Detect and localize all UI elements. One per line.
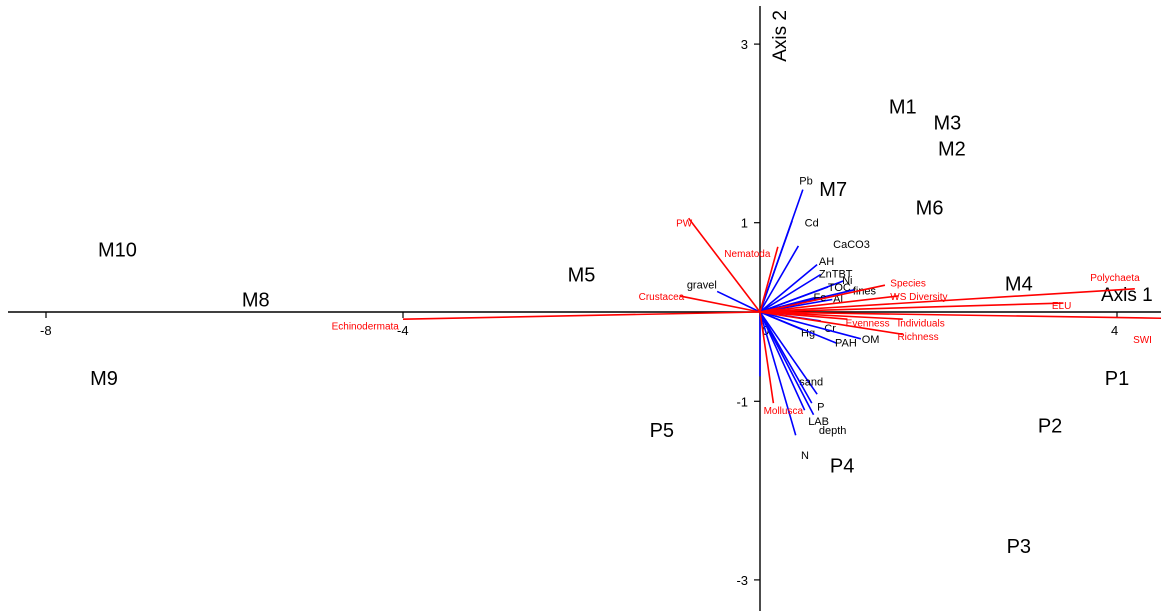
site-label: M3 <box>934 113 962 135</box>
site-label: M7 <box>819 179 847 201</box>
y-tick-label: 3 <box>741 37 748 52</box>
bio-vector-label: Mollusca <box>764 406 804 417</box>
env-vector-label: Ni <box>842 275 852 287</box>
bio-vector <box>759 287 1135 313</box>
env-vector <box>759 311 838 344</box>
site-label: M6 <box>916 198 944 220</box>
env-vector-label: OM <box>862 334 880 346</box>
y-axis-title: Axis 2 <box>770 10 791 62</box>
y-tick-label: 1 <box>741 216 748 231</box>
env-vector-label: P <box>817 402 824 414</box>
env-vector-label: Al <box>833 294 843 306</box>
bio-vector <box>759 302 1064 313</box>
x-axis-title: Axis 1 <box>1101 285 1153 306</box>
env-vector <box>716 290 761 313</box>
bio-vector-label: ELU <box>1052 301 1071 312</box>
bio-vector-label: SWI <box>1133 335 1152 346</box>
site-label: M1 <box>889 97 917 119</box>
bio-vector-label: Individuals <box>897 319 944 330</box>
env-vector-label: N <box>801 450 809 462</box>
env-vector-label: Cr <box>824 323 836 335</box>
site-label: P3 <box>1007 536 1031 558</box>
y-tick-label: -1 <box>736 394 748 409</box>
bio-vector <box>759 311 903 336</box>
env-vector-label: gravel <box>687 279 717 291</box>
bio-vector <box>759 311 1161 320</box>
env-vector-label: Fe <box>814 292 827 304</box>
env-vector <box>759 311 818 395</box>
y-tick-label: -3 <box>736 573 748 588</box>
bio-vector-label: WS Diversity <box>890 292 947 303</box>
bio-vector <box>759 295 899 313</box>
site-label: M5 <box>568 264 596 286</box>
site-label: M10 <box>98 239 137 261</box>
site-label: P2 <box>1038 415 1062 437</box>
site-label: M8 <box>242 289 270 311</box>
bio-vector-label: PW <box>676 219 693 230</box>
env-vector-label: ZnTBT <box>819 269 853 281</box>
bio-vector-label: Echinodermata <box>332 321 400 332</box>
site-label: P1 <box>1105 368 1129 390</box>
env-vector-label: TOC <box>828 282 851 294</box>
bio-vector <box>759 284 886 313</box>
env-vector-label: AH <box>819 256 834 268</box>
env-vector <box>759 311 806 411</box>
site-label: M4 <box>1005 273 1033 295</box>
bio-vector <box>402 311 761 320</box>
env-vector-label: Pb <box>799 176 812 188</box>
site-label: P4 <box>830 456 854 478</box>
bio-vector-label: Species <box>890 279 926 290</box>
env-vector <box>759 264 818 313</box>
bio-vector-label: Richness <box>897 332 938 343</box>
env-vector <box>759 311 862 340</box>
site-label: M2 <box>938 139 966 161</box>
biological-vectors: PW Nematoda Crustacea Echinodermata Species W… <box>332 217 1161 417</box>
env-vector <box>759 220 793 313</box>
x-tick-label: 4 <box>1111 323 1118 338</box>
x-tick-label: -4 <box>397 323 409 338</box>
site-label: P5 <box>650 420 674 442</box>
env-vector <box>759 286 829 313</box>
env-vector-label: LAB <box>808 416 829 428</box>
bio-vector <box>687 217 761 313</box>
x-tick-label: -8 <box>40 323 52 338</box>
site-label: M9 <box>90 368 118 390</box>
bio-vector <box>759 246 779 313</box>
env-vector-label: Cd <box>805 218 819 230</box>
bio-vector <box>759 311 903 320</box>
bio-vector <box>759 311 775 404</box>
bio-vector <box>679 295 761 313</box>
env-vector <box>759 245 800 313</box>
env-vector-label: PAH <box>835 337 857 349</box>
env-vector <box>759 273 822 313</box>
bio-vector-label: Nematoda <box>724 249 771 260</box>
env-vector <box>759 311 797 436</box>
env-vector <box>759 311 815 416</box>
bio-vector-label: Polychaeta <box>1090 273 1140 284</box>
bio-vector-label: Evenness <box>846 319 890 330</box>
env-vector-label: sand <box>799 377 823 389</box>
env-vector-label: depth <box>819 425 847 437</box>
env-vector-label: CaCO3 <box>833 239 870 251</box>
bio-vector-label: Crustacea <box>639 292 685 303</box>
